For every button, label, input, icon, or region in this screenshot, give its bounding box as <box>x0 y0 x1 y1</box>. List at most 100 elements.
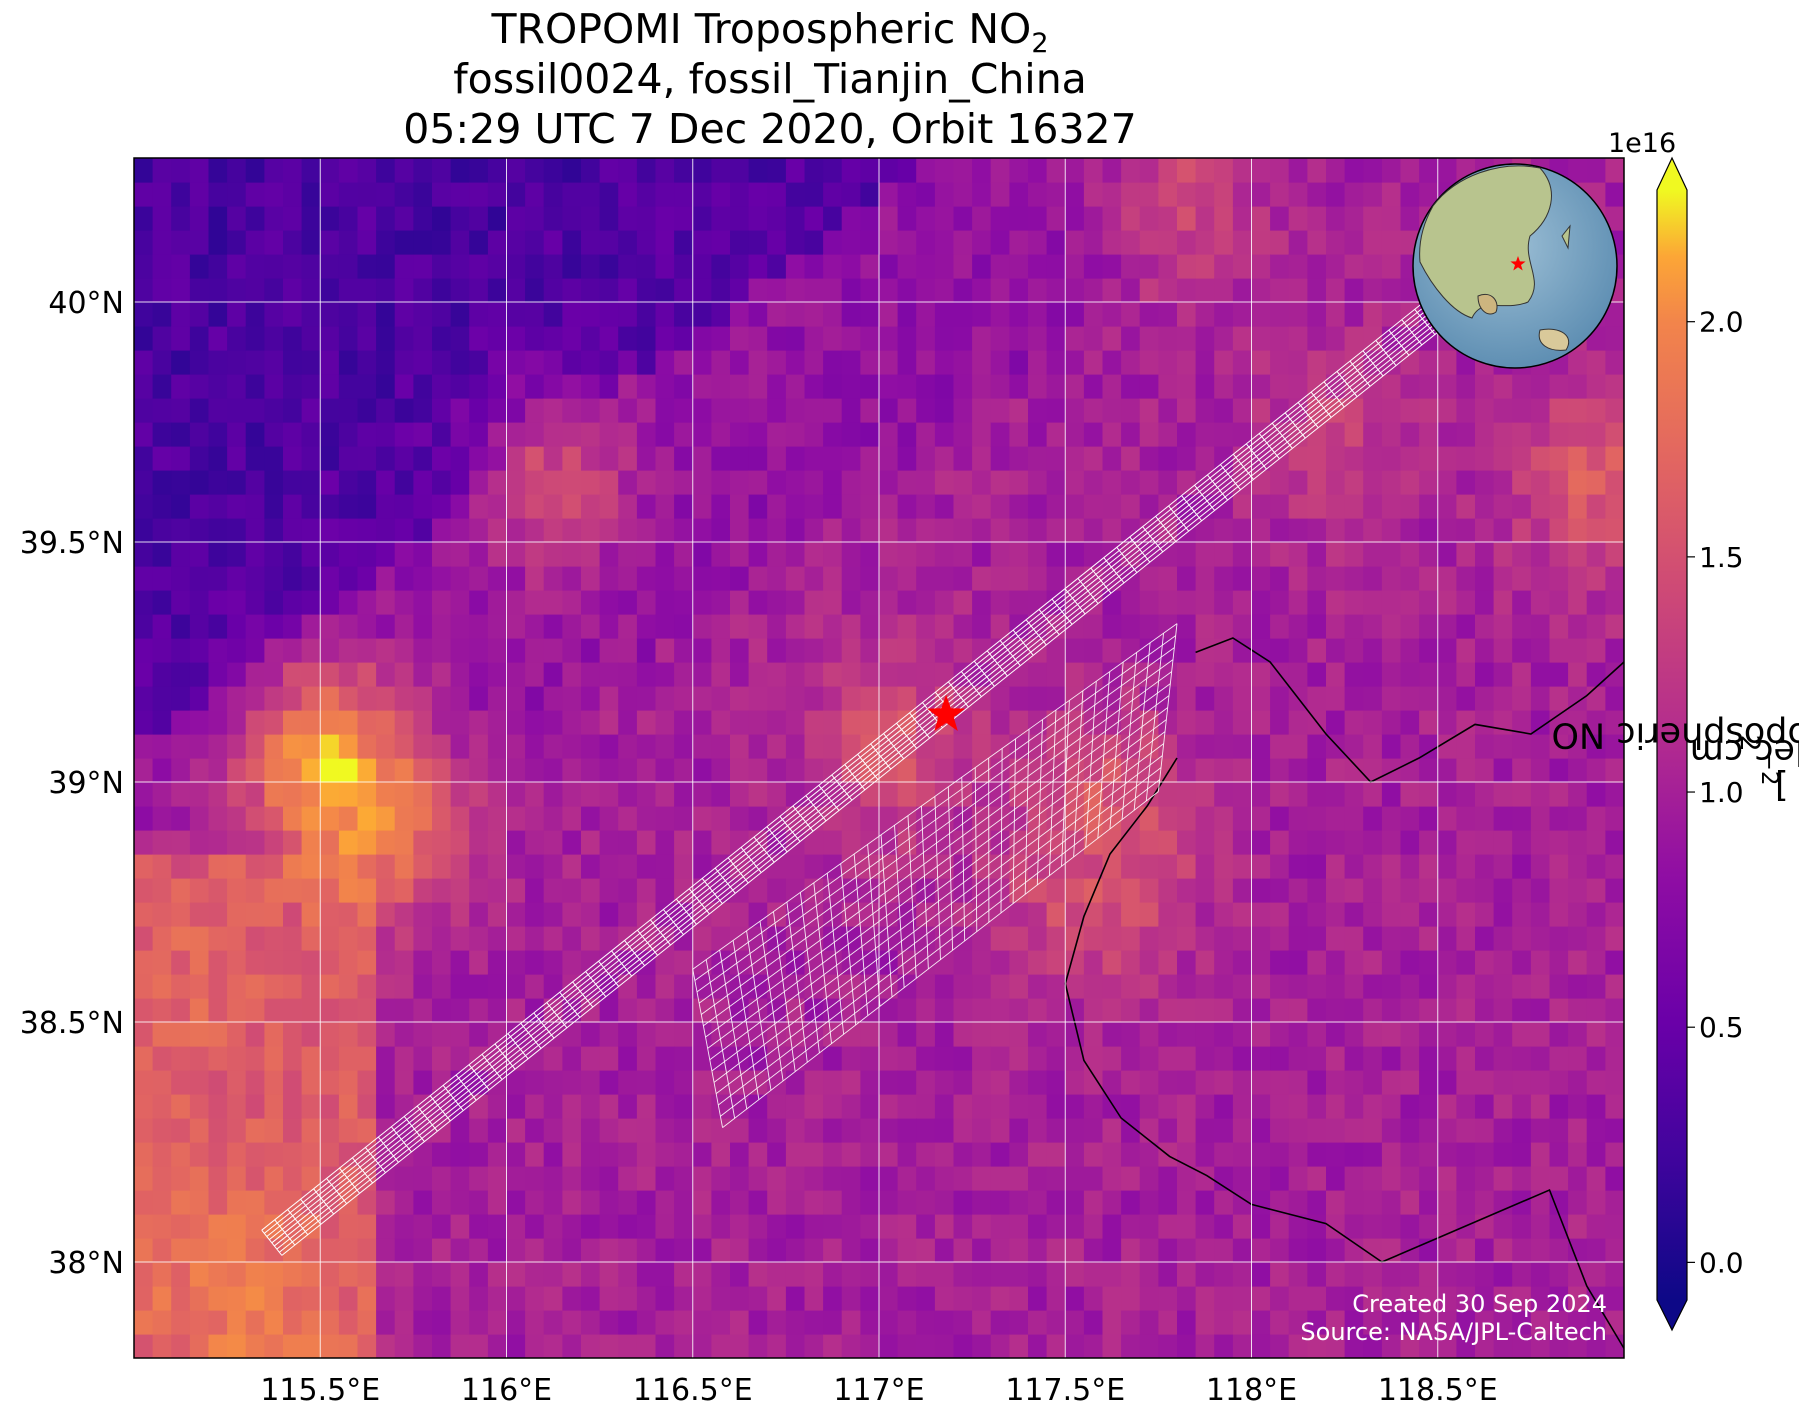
no2-pixel <box>748 518 768 543</box>
no2-pixel <box>692 518 712 543</box>
no2-pixel <box>506 782 526 807</box>
no2-pixel <box>823 542 843 567</box>
colorbar-extend-min <box>1657 1300 1687 1330</box>
no2-pixel <box>432 710 452 735</box>
no2-pixel <box>1475 1022 1495 1047</box>
no2-pixel <box>879 1142 899 1167</box>
no2-pixel <box>469 638 489 663</box>
no2-pixel <box>655 974 675 999</box>
no2-pixel <box>953 350 973 375</box>
no2-pixel <box>990 326 1010 351</box>
no2-pixel <box>674 566 694 591</box>
no2-pixel <box>1530 1310 1551 1335</box>
no2-pixel <box>711 1286 731 1311</box>
no2-pixel <box>1307 278 1327 303</box>
no2-pixel <box>636 398 657 423</box>
no2-pixel <box>804 494 824 519</box>
no2-pixel <box>413 518 433 543</box>
no2-pixel <box>487 686 508 711</box>
no2-pixel <box>487 1214 508 1239</box>
no2-pixel <box>432 902 452 927</box>
no2-pixel <box>804 1310 824 1335</box>
no2-pixel <box>227 1262 247 1287</box>
no2-pixel <box>1456 542 1476 567</box>
no2-pixel <box>264 758 284 783</box>
no2-pixel <box>1363 1262 1383 1287</box>
no2-pixel <box>618 590 638 615</box>
no2-pixel <box>618 422 638 447</box>
no2-pixel <box>636 350 657 375</box>
no2-pixel <box>1177 158 1197 183</box>
no2-pixel <box>581 1238 601 1263</box>
no2-pixel <box>1121 998 1141 1023</box>
no2-pixel <box>934 302 955 327</box>
no2-pixel <box>450 1334 470 1358</box>
no2-pixel <box>357 518 377 543</box>
no2-pixel <box>1288 518 1308 543</box>
no2-pixel <box>171 1118 191 1143</box>
no2-pixel <box>525 566 545 591</box>
sam-footprint-edge <box>705 695 1170 1038</box>
no2-pixel <box>1046 686 1066 711</box>
no2-pixel <box>1288 734 1308 759</box>
no2-pixel <box>1046 158 1066 183</box>
no2-pixel <box>730 1094 750 1119</box>
no2-pixel <box>1419 1286 1439 1311</box>
no2-pixel <box>730 614 750 639</box>
no2-pixel <box>1009 158 1029 183</box>
no2-pixel <box>1363 974 1383 999</box>
no2-pixel <box>953 1214 973 1239</box>
no2-pixel <box>841 566 861 591</box>
no2-pixel <box>674 614 694 639</box>
no2-pixel <box>1493 734 1513 759</box>
no2-pixel <box>1456 1118 1476 1143</box>
no2-pixel <box>1232 758 1253 783</box>
no2-pixel <box>394 614 414 639</box>
sam-footprint-edge <box>713 743 1164 1083</box>
no2-pixel <box>748 758 768 783</box>
no2-pixel <box>171 278 191 303</box>
no2-pixel <box>1568 734 1588 759</box>
no2-pixel <box>990 230 1010 255</box>
no2-pixel <box>376 950 396 975</box>
no2-pixel <box>1568 1022 1588 1047</box>
no2-pixel <box>1158 158 1178 183</box>
no2-pixel <box>208 854 228 879</box>
no2-pixel <box>264 1046 284 1071</box>
no2-pixel <box>1437 542 1457 567</box>
no2-pixel <box>1381 854 1402 879</box>
no2-pixel <box>432 302 452 327</box>
no2-pixel <box>450 806 470 831</box>
no2-pixel <box>841 614 861 639</box>
footprint-divider <box>986 650 1008 677</box>
no2-pixel <box>338 518 359 543</box>
globe-land-asia <box>1419 165 1552 319</box>
no2-pixel <box>692 734 712 759</box>
no2-pixel <box>879 1286 899 1311</box>
no2-pixel <box>1400 158 1420 159</box>
no2-pixel <box>432 998 452 1023</box>
no2-pixel <box>506 830 526 855</box>
no2-pixel <box>916 1118 936 1143</box>
no2-pixel <box>1251 686 1271 711</box>
footprint-divider <box>1077 578 1099 604</box>
no2-pixel <box>1028 974 1048 999</box>
no2-pixel <box>469 734 489 759</box>
no2-pixel <box>320 206 340 231</box>
no2-pixel <box>1344 998 1364 1023</box>
no2-pixel <box>674 1334 694 1358</box>
no2-pixel <box>1586 1262 1606 1287</box>
no2-pixel <box>1214 206 1234 231</box>
no2-pixel <box>450 590 470 615</box>
no2-pixel <box>283 590 303 615</box>
no2-pixel <box>1530 686 1551 711</box>
no2-pixel <box>1400 158 1420 183</box>
no2-pixel <box>730 494 750 519</box>
no2-pixel <box>581 1118 601 1143</box>
no2-pixel <box>748 1334 768 1358</box>
no2-pixel <box>841 950 861 975</box>
no2-pixel <box>767 1070 787 1095</box>
no2-pixel <box>1605 350 1624 375</box>
no2-pixel <box>1549 1070 1569 1095</box>
no2-pixel <box>283 446 303 471</box>
